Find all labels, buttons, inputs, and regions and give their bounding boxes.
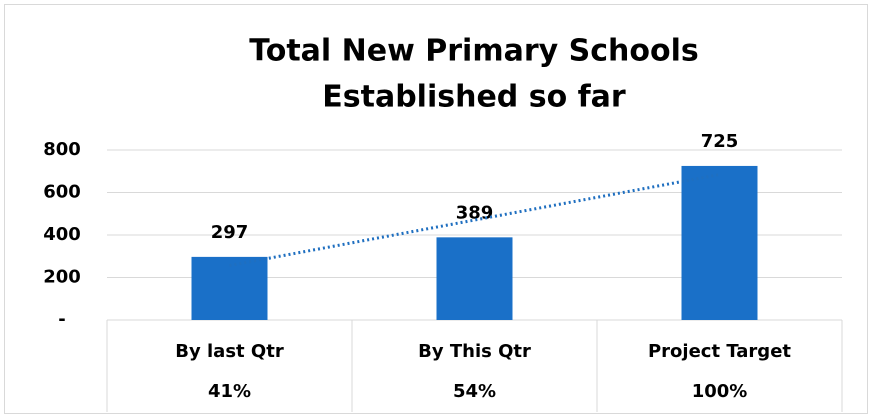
data-label: 389 — [456, 202, 494, 223]
y-tick-label: 600 — [43, 182, 81, 203]
y-tick-label: 200 — [43, 267, 81, 288]
y-tick-label: 800 — [43, 139, 81, 160]
x-subcategory-label: 100% — [692, 381, 748, 402]
bar — [436, 237, 513, 320]
chart-title: Total New Primary Schools — [249, 34, 699, 69]
data-label: 297 — [211, 222, 249, 243]
x-subcategory-label: 54% — [453, 381, 496, 402]
y-tick-label: 400 — [43, 224, 81, 245]
x-tick-label: Project Target — [648, 341, 791, 362]
chart-title: Established so far — [322, 80, 626, 115]
x-tick-label: By This Qtr — [418, 341, 531, 362]
data-label: 725 — [701, 131, 739, 152]
bar — [681, 165, 758, 320]
x-subcategory-label: 41% — [208, 381, 251, 402]
trendline — [229, 173, 720, 268]
y-tick-label: - — [58, 309, 65, 330]
x-tick-label: By last Qtr — [175, 341, 284, 362]
bar — [191, 256, 268, 320]
